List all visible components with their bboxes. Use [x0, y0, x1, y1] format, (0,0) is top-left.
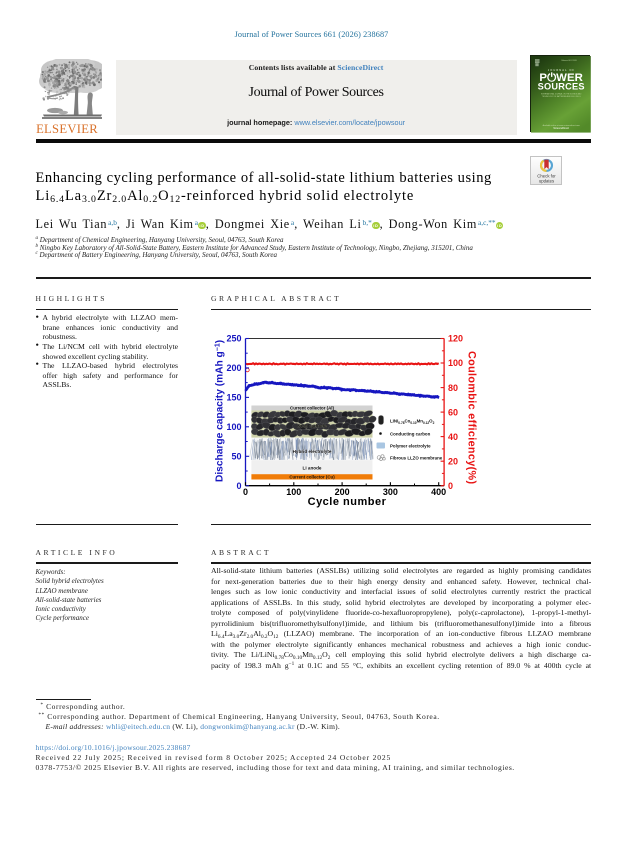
svg-text:150: 150 [226, 393, 241, 403]
svg-text:Discharge capacity (mAh g−1): Discharge capacity (mAh g−1) [215, 340, 226, 482]
svg-text:300: 300 [383, 487, 398, 497]
svg-text:20: 20 [448, 456, 458, 466]
svg-text:LiNi0.78Co0.10Mn0.12O2: LiNi0.78Co0.10Mn0.12O2 [390, 419, 435, 425]
svg-text:Polymer electrolyte: Polymer electrolyte [390, 444, 431, 449]
svg-text:120: 120 [448, 334, 463, 344]
svg-text:Check for: Check for [537, 174, 556, 179]
svg-text:Available online at www.scienc: Available online at www.sciencedirect.co… [543, 124, 581, 127]
svg-text:Coulombic efficiency(%): Coulombic efficiency(%) [466, 351, 478, 484]
svg-text:Current collector (Al): Current collector (Al) [290, 405, 334, 410]
svg-text:100: 100 [286, 487, 301, 497]
svg-text:0: 0 [236, 481, 241, 491]
svg-text:Volume 661 2026: Volume 661 2026 [562, 60, 578, 62]
svg-text:Current collector (Cu): Current collector (Cu) [289, 474, 335, 479]
svg-text:Li anode: Li anode [303, 466, 322, 471]
svg-text:updates: updates [538, 179, 553, 184]
svg-text:250: 250 [226, 334, 241, 344]
svg-text:Cycle number: Cycle number [308, 496, 387, 508]
svg-text:50: 50 [231, 452, 241, 462]
svg-text:100: 100 [226, 422, 241, 432]
svg-text:ScienceDirect: ScienceDirect [554, 127, 570, 130]
svg-text:40: 40 [448, 432, 458, 442]
svg-text:0: 0 [243, 487, 248, 497]
svg-text:INTERNATIONAL JOURNAL ON THE S: INTERNATIONAL JOURNAL ON THE SCIENCE AND [541, 93, 582, 96]
svg-text:Conducting carbon: Conducting carbon [390, 432, 431, 437]
svg-text:NCM cathode: NCM cathode [297, 424, 327, 429]
svg-text:200: 200 [226, 363, 241, 373]
svg-text:SOURCES: SOURCES [538, 82, 585, 92]
svg-text:200: 200 [335, 487, 350, 497]
svg-text:80: 80 [448, 383, 458, 393]
svg-text:JOURNAL OF: JOURNAL OF [548, 68, 575, 72]
svg-text:P⏻WER: P⏻WER [540, 71, 584, 84]
svg-text:TECHNOLOGY OF BATTERIES AND FU: TECHNOLOGY OF BATTERIES AND FUEL CELLS [542, 95, 582, 98]
svg-text:Hybrid electrolyte: Hybrid electrolyte [293, 449, 332, 454]
svg-text:60: 60 [448, 407, 458, 417]
svg-text:0: 0 [448, 481, 453, 491]
svg-text:100: 100 [448, 358, 463, 368]
svg-text:400: 400 [431, 487, 446, 497]
svg-text:Fibrous LLZO membrane: Fibrous LLZO membrane [390, 456, 443, 461]
